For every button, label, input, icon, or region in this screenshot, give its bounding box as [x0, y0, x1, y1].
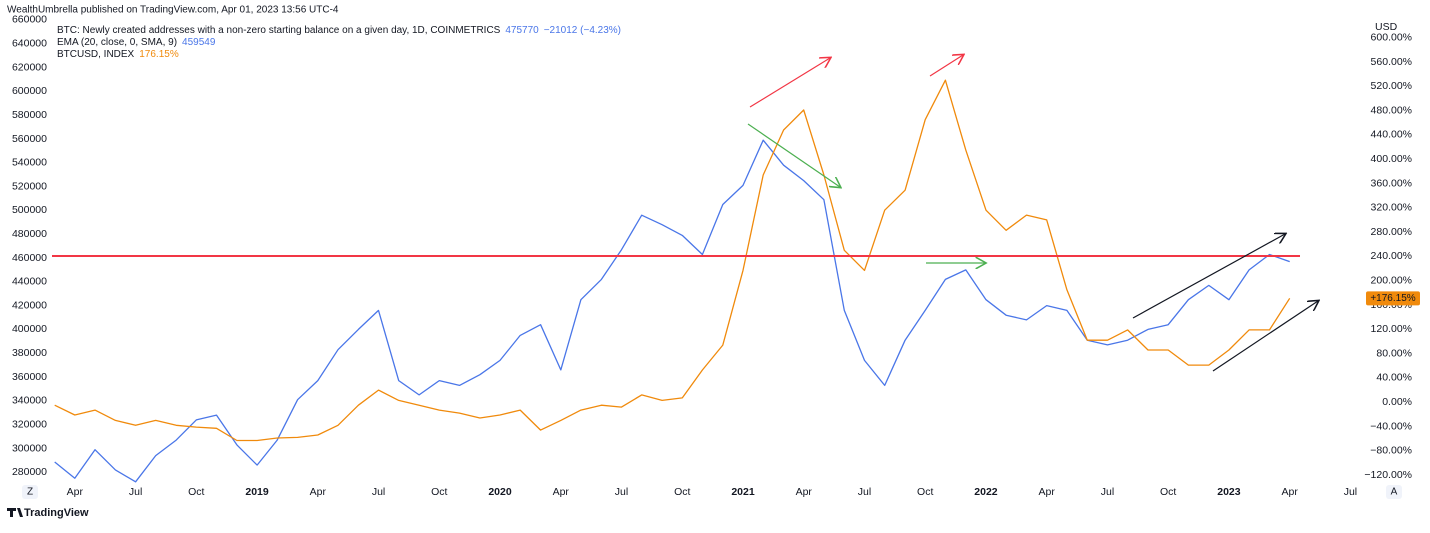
arrow [929, 55, 963, 77]
y2-tick-label: 120.00% [1371, 323, 1412, 335]
y-tick-label: 400000 [12, 323, 47, 335]
y-tick-label: 620000 [12, 61, 47, 73]
y2-tick-label: 440.00% [1371, 129, 1412, 141]
legend-name: BTC: Newly created addresses with a non-… [57, 25, 501, 36]
x-tick-label: Oct [188, 486, 204, 498]
y2-tick-label: −40.00% [1370, 420, 1412, 432]
x-tick-label: Jul [1344, 486, 1357, 498]
arrow [1212, 301, 1318, 372]
y-tick-label: 660000 [12, 14, 47, 26]
legend-name: BTCUSD, INDEX [57, 49, 135, 60]
button-label[interactable]: Z [27, 487, 33, 498]
y-tick-label: 520000 [12, 180, 47, 192]
legend-line: BTCUSD, INDEX 176.15% [57, 49, 179, 60]
x-tick-label: Oct [917, 486, 933, 498]
y2-tick-label: 320.00% [1371, 202, 1412, 214]
y-tick-label: 500000 [12, 204, 47, 216]
y2-tick-label: 520.00% [1371, 80, 1412, 92]
button[interactable] [1386, 485, 1402, 499]
x-tick-label: Jul [858, 486, 871, 498]
x-tick-label: Apr [67, 486, 84, 498]
y2-tick-label: 400.00% [1371, 153, 1412, 165]
x-tick-label: Jul [615, 486, 628, 498]
legend-name: EMA (20, close, 0, SMA, 9) [57, 37, 177, 48]
legend-value: 176.15% [139, 49, 179, 60]
y-tick-label: 320000 [12, 418, 47, 430]
x-tick-label: 2023 [1217, 486, 1241, 498]
x-tick-label: Apr [310, 486, 327, 498]
x-tick-label: Apr [796, 486, 813, 498]
y2-tick-label: 40.00% [1376, 372, 1412, 384]
y-tick-label: 360000 [12, 371, 47, 383]
plot-area [54, 79, 1291, 483]
x-tick-label: 2020 [488, 486, 512, 498]
x-tick-label: Oct [674, 486, 690, 498]
legend-value: 459549 [182, 37, 216, 48]
series-line [54, 79, 1291, 442]
arrow [1132, 234, 1285, 319]
annotations [52, 55, 1318, 372]
y-tick-label: 600000 [12, 85, 47, 97]
x-tick-label: Apr [1282, 486, 1299, 498]
x-tick-label: 2022 [974, 486, 998, 498]
x-tick-label: Jul [129, 486, 142, 498]
y-tick-label: 540000 [12, 157, 47, 169]
y-tick-label: 460000 [12, 252, 47, 264]
x-tick-label: Oct [1160, 486, 1176, 498]
legend-value: 475770 [505, 25, 539, 36]
x-tick-label: 2019 [245, 486, 269, 498]
y2-tick-label: 240.00% [1371, 250, 1412, 262]
y-tick-label: 640000 [12, 38, 47, 50]
legend-line: EMA (20, close, 0, SMA, 9) 459549 [57, 37, 216, 48]
y-tick-label: 280000 [12, 466, 47, 478]
y2-tick-label: −80.00% [1370, 445, 1412, 457]
y2-tick-label: 600.00% [1371, 31, 1412, 43]
legend-line: BTC: Newly created addresses with a non-… [57, 25, 621, 36]
y2-tick-label: 560.00% [1371, 56, 1412, 68]
arrow [747, 123, 840, 187]
last-value-tag [1366, 291, 1420, 306]
y-tick-label: 580000 [12, 109, 47, 121]
button-label[interactable]: A [1391, 487, 1398, 498]
y2-tick-label: 360.00% [1371, 177, 1412, 189]
y-tick-label: 440000 [12, 276, 47, 288]
y2-tick-label: 280.00% [1371, 226, 1412, 238]
right-axis-title: USD [1375, 21, 1398, 33]
x-tick-label: Oct [431, 486, 447, 498]
button[interactable] [22, 485, 38, 499]
series-line [54, 139, 1290, 483]
y2-tick-label: −120.00% [1364, 469, 1412, 481]
y-tick-label: 300000 [12, 442, 47, 454]
y2-tick-label: 200.00% [1371, 274, 1412, 286]
y2-tick-label: 480.00% [1371, 104, 1412, 116]
arrow [749, 58, 830, 108]
legend-change: −21012 (−4.23%) [544, 25, 621, 36]
x-tick-label: Jul [1101, 486, 1114, 498]
published-note: WealthUmbrella published on TradingView.… [7, 5, 339, 16]
y-tick-label: 420000 [12, 299, 47, 311]
last-value-label: +176.15% [1370, 293, 1415, 304]
y2-tick-label: 80.00% [1376, 347, 1412, 359]
x-tick-label: Apr [553, 486, 570, 498]
y-tick-label: 380000 [12, 347, 47, 359]
x-tick-label: 2021 [731, 486, 755, 498]
footer-brand: TradingView [24, 507, 89, 519]
x-tick-label: Apr [1039, 486, 1056, 498]
x-tick-label: Jul [372, 486, 385, 498]
y-tick-label: 480000 [12, 228, 47, 240]
y-tick-label: 560000 [12, 133, 47, 145]
y2-tick-label: 0.00% [1382, 396, 1412, 408]
logo [7, 508, 23, 517]
y-tick-label: 340000 [12, 395, 47, 407]
